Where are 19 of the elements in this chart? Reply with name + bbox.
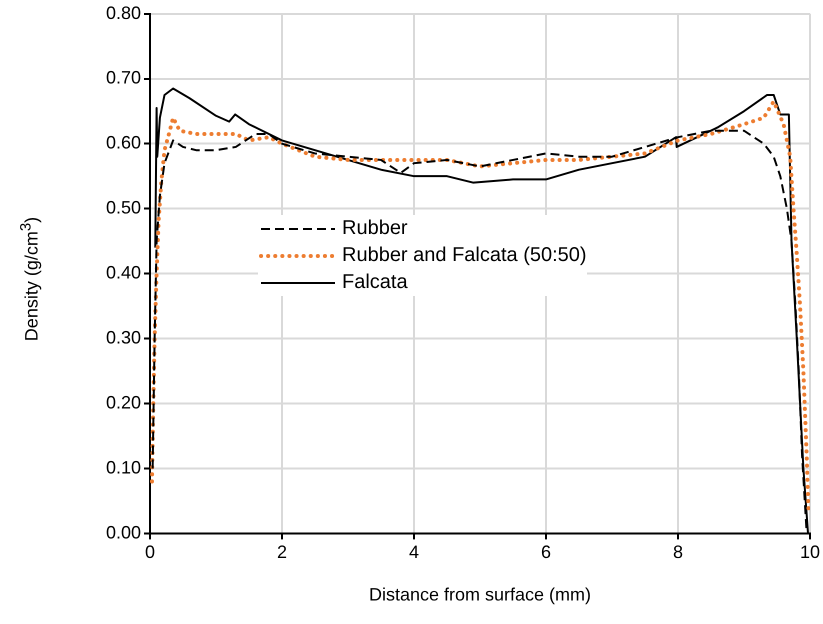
x-tick-label: 8	[672, 542, 683, 562]
x-tick-label: 4	[408, 542, 420, 562]
legend-label: Rubber	[342, 216, 408, 241]
y-tick-label: 0.20	[106, 392, 141, 412]
y-tick-label: 0.60	[106, 132, 141, 153]
x-tick-label: 6	[540, 542, 551, 562]
y-tick-label: 0.30	[106, 328, 141, 348]
legend-label: Falcata	[342, 270, 408, 295]
x-tick-label: 10	[800, 542, 820, 562]
x-axis-title: Distance from surface (mm)	[368, 584, 592, 606]
y-tick-label: 0.80	[106, 2, 141, 23]
y-tick-label: 0.40	[106, 262, 141, 283]
x-tick-label: 2	[276, 542, 288, 562]
y-tick-label: 0.50	[106, 198, 141, 218]
y-tick-label: 0.70	[106, 68, 141, 88]
x-tick-label: 0	[144, 542, 156, 562]
legend-label: Rubber and Falcata (50:50)	[342, 243, 587, 268]
y-tick-label: 0.10	[106, 457, 141, 478]
y-tick-label: 0.00	[106, 522, 141, 542]
